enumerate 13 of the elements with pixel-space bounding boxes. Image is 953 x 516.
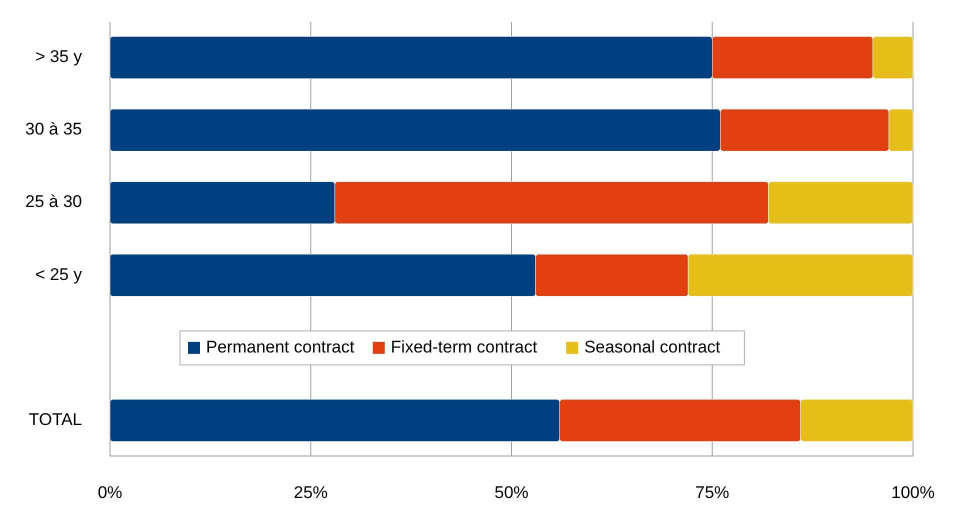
- x-tick-label: 50%: [494, 483, 529, 502]
- x-tick-label: 75%: [695, 483, 730, 502]
- x-tick-label: 25%: [294, 483, 328, 502]
- x-tick-label: 100%: [891, 483, 935, 502]
- y-tick-label: TOTAL: [28, 410, 82, 429]
- y-tick-label: 30 à 35: [25, 120, 82, 139]
- legend-label: Fixed-term contract: [390, 337, 538, 356]
- legend-label: Permanent contract: [206, 337, 355, 356]
- y-tick-label: 25 à 30: [25, 192, 82, 212]
- legend-label: Seasonal contract: [584, 337, 721, 356]
- x-tick-label: 0%: [98, 483, 122, 502]
- y-tick-label: > 35 y: [35, 47, 82, 66]
- y-tick-label: < 25 y: [35, 264, 82, 284]
